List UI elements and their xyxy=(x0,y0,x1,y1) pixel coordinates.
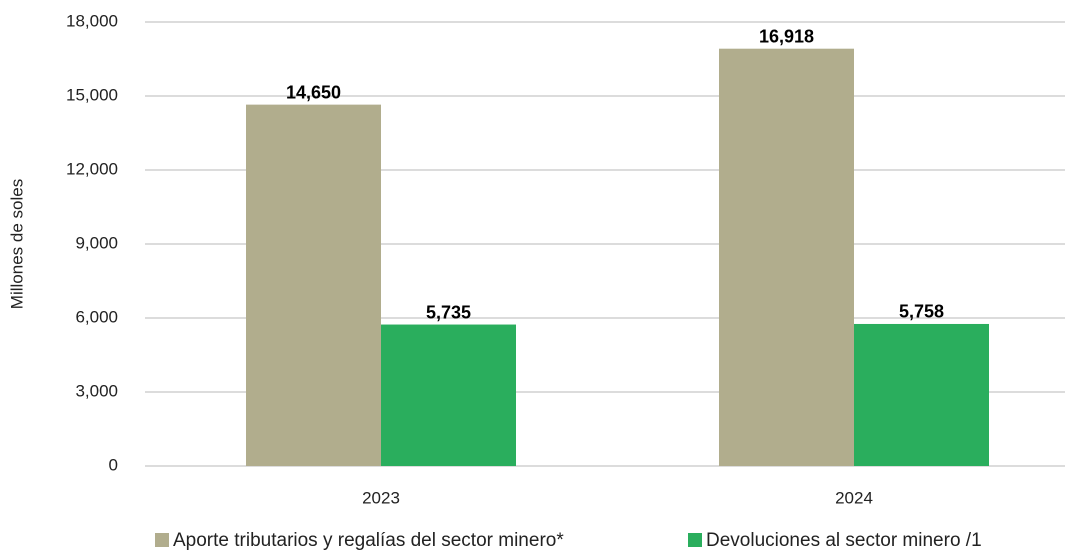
y-axis-label: Millones de soles xyxy=(7,179,26,309)
y-tick-label: 18,000 xyxy=(66,11,118,30)
y-tick-label: 15,000 xyxy=(66,85,118,104)
y-tick-label: 3,000 xyxy=(75,381,118,400)
value-label: 5,735 xyxy=(426,302,471,322)
legend-swatch xyxy=(688,533,702,547)
value-label: 16,918 xyxy=(759,26,814,46)
legend-label: Devoluciones al sector minero /1 xyxy=(706,530,982,551)
y-tick-label: 6,000 xyxy=(75,307,118,326)
bar xyxy=(719,48,854,467)
value-label: 14,650 xyxy=(286,82,341,102)
y-tick-label: 12,000 xyxy=(66,159,118,178)
legend-label: Aporte tributarios y regalías del sector… xyxy=(173,530,564,551)
bar xyxy=(854,323,989,466)
y-tick-label: 0 xyxy=(109,455,118,474)
x-tick-label: 2024 xyxy=(835,488,873,507)
bar xyxy=(381,324,516,466)
value-label: 5,758 xyxy=(899,302,944,322)
bar xyxy=(246,104,381,466)
legend-swatch xyxy=(155,533,169,547)
x-tick-label: 2023 xyxy=(362,488,400,507)
y-tick-label: 9,000 xyxy=(75,233,118,252)
